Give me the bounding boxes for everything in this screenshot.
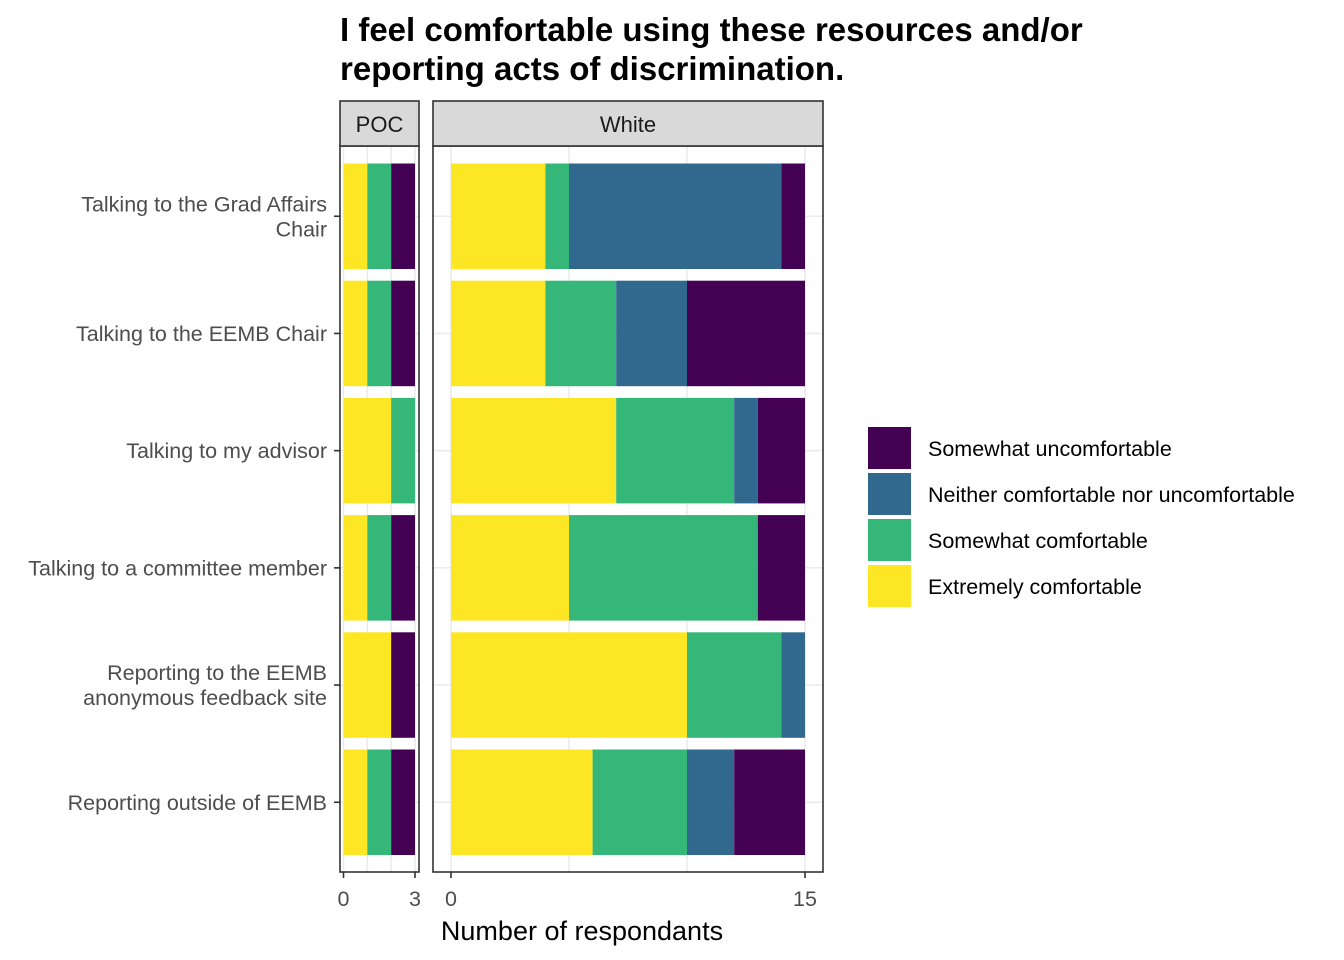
legend-key-somewhat-comfortable [868, 519, 911, 561]
facet-panel-white: White 0 15 [432, 100, 824, 911]
legend-key-extremely-comfortable [868, 565, 911, 607]
bar-segment-extremely-comfortable-poc-6 [343, 749, 368, 855]
bar-segment-somewhat-uncomfortable-white-3 [757, 397, 805, 504]
bar-segment-somewhat-comfortable-white-3 [616, 397, 735, 504]
legend-key-somewhat-uncomfortable [868, 427, 911, 469]
bar-segment-somewhat-comfortable-white-1 [545, 163, 569, 269]
bar-segment-extremely-comfortable-poc-2 [343, 280, 368, 387]
bar-segment-extremely-comfortable-white-2 [451, 280, 546, 387]
bar-segment-neither-comfortable-nor-uncomfortable-white-6 [687, 749, 735, 855]
bar-segment-somewhat-uncomfortable-poc-5 [391, 632, 415, 738]
x-tick-label: 3 [409, 887, 421, 911]
strip-background [339, 100, 420, 147]
strip-background [432, 100, 824, 147]
bar-segment-somewhat-uncomfortable-poc-2 [391, 280, 415, 387]
bar-segment-extremely-comfortable-white-6 [451, 749, 593, 855]
chart-title-line-1: I feel comfortable using these resources… [340, 11, 1083, 48]
bar-segment-neither-comfortable-nor-uncomfortable-white-3 [734, 397, 758, 504]
bar-segment-extremely-comfortable-poc-3 [343, 397, 392, 504]
bar-segment-somewhat-uncomfortable-poc-4 [391, 515, 415, 621]
y-tick-label: Talking to a committee member [28, 556, 327, 580]
bar-segment-somewhat-uncomfortable-poc-6 [391, 749, 415, 855]
bar-segment-somewhat-comfortable-poc-1 [367, 163, 392, 269]
y-tick-label: anonymous feedback site [83, 686, 327, 710]
bar-segment-somewhat-comfortable-white-6 [592, 749, 687, 855]
x-tick-label: 0 [445, 887, 457, 911]
bar-segment-somewhat-comfortable-poc-6 [367, 749, 392, 855]
bar-segment-extremely-comfortable-poc-4 [343, 515, 368, 621]
bar-segment-somewhat-uncomfortable-white-4 [757, 515, 805, 621]
bar-segment-extremely-comfortable-white-4 [451, 515, 569, 621]
bar-segment-extremely-comfortable-white-3 [451, 397, 617, 504]
y-tick-label: Talking to the Grad Affairs [81, 192, 327, 216]
bar-segment-somewhat-uncomfortable-poc-1 [391, 163, 415, 269]
bar-segment-neither-comfortable-nor-uncomfortable-white-2 [616, 280, 687, 387]
bar-segment-somewhat-comfortable-white-2 [545, 280, 617, 387]
bar-segment-neither-comfortable-nor-uncomfortable-white-5 [781, 632, 805, 738]
y-tick-label: Talking to my advisor [126, 439, 327, 463]
facet-panel-poc: POC 0 3 [338, 100, 421, 911]
x-tick-label: 15 [793, 887, 817, 911]
x-axis-title: Number of respondants [441, 916, 723, 946]
bar-segment-somewhat-comfortable-white-5 [687, 632, 782, 738]
legend-label: Neither comfortable nor uncomfortable [928, 483, 1295, 507]
bar-segment-extremely-comfortable-poc-5 [343, 632, 392, 738]
bar-segment-extremely-comfortable-white-5 [451, 632, 687, 738]
y-tick-label: Reporting outside of EEMB [68, 791, 327, 815]
bar-segment-somewhat-comfortable-white-4 [569, 515, 758, 621]
legend-label: Somewhat comfortable [928, 529, 1148, 553]
bar-segment-neither-comfortable-nor-uncomfortable-white-1 [569, 163, 782, 269]
bar-segment-somewhat-comfortable-poc-2 [367, 280, 392, 387]
legend-key-neither-comfortable-nor-uncomfortable [868, 473, 911, 515]
y-tick-label: Talking to the EEMB Chair [76, 322, 327, 346]
legend-label: Somewhat uncomfortable [928, 437, 1172, 461]
bar-segment-somewhat-uncomfortable-white-1 [781, 163, 805, 269]
bar-segment-somewhat-comfortable-poc-3 [391, 397, 415, 504]
bar-segment-somewhat-uncomfortable-white-2 [687, 280, 805, 387]
legend: Somewhat uncomfortable Neither comfortabl… [868, 427, 1295, 607]
chart-title-line-2: reporting acts of discrimination. [340, 50, 844, 87]
y-tick-label: Chair [276, 217, 327, 241]
bar-segment-extremely-comfortable-white-1 [451, 163, 546, 269]
bar-segment-somewhat-uncomfortable-white-6 [734, 749, 805, 855]
x-tick-label: 0 [338, 887, 350, 911]
strip-label-white: White [600, 112, 656, 137]
bar-segment-somewhat-comfortable-poc-4 [367, 515, 392, 621]
bar-segment-extremely-comfortable-poc-1 [343, 163, 368, 269]
legend-label: Extremely comfortable [928, 575, 1142, 599]
strip-label-poc: POC [356, 112, 404, 137]
y-tick-label: Reporting to the EEMB [107, 661, 327, 685]
